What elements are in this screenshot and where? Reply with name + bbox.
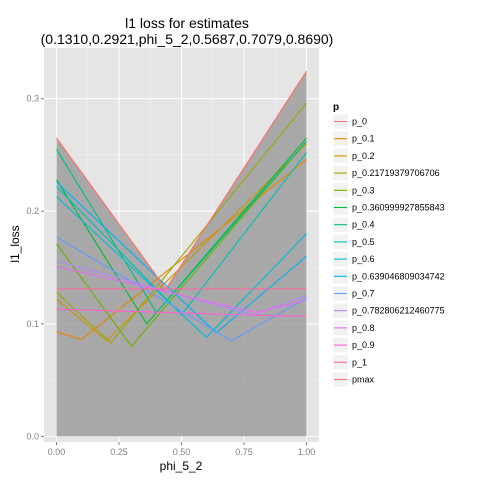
shaded-ribbon bbox=[56, 71, 307, 437]
x-axis-title: phi_5_2 bbox=[160, 459, 203, 473]
y-axis: 0.0 0.1 0.2 0.3 bbox=[26, 94, 44, 441]
y-tick-label: 0.1 bbox=[26, 319, 39, 329]
legend-label: p_0.3 bbox=[352, 185, 375, 195]
series-line-p-0-2 bbox=[56, 143, 307, 342]
series-line-p-0-7 bbox=[56, 236, 307, 342]
legend-label: p_0.782806212460775 bbox=[352, 306, 445, 316]
legend-label: p_0.7 bbox=[352, 289, 375, 299]
legend-label: p_0.9 bbox=[352, 340, 375, 350]
legend-label: pmax bbox=[352, 375, 375, 385]
chart-subtitle: (0.1310,0.2921,phi_5_2,0.5687,0.7079,0.8… bbox=[41, 31, 334, 47]
series-line-p-0-360999927855843 bbox=[56, 137, 307, 325]
legend-label: p_0.6 bbox=[352, 254, 375, 264]
x-tick-label: 0.50 bbox=[173, 447, 191, 457]
x-axis: 0.00 0.25 0.50 0.75 1.00 bbox=[48, 442, 316, 457]
x-tick-label: 0.25 bbox=[110, 447, 128, 457]
legend: p p_0 p_0.1 p_0.2 p_0.21719379706706 p_0.3 p_… bbox=[332, 102, 445, 388]
legend-label: p_0.5 bbox=[352, 237, 375, 247]
x-tick-label: 0.00 bbox=[48, 447, 66, 457]
series-line-p-0-639046809034742 bbox=[56, 181, 307, 334]
series-line-p-0-9 bbox=[56, 308, 307, 317]
legend-label: p_0.8 bbox=[352, 323, 375, 333]
series-line-p-0-5 bbox=[56, 152, 307, 316]
x-tick-label: 1.00 bbox=[298, 447, 316, 457]
chart-title: l1 loss for estimates bbox=[125, 15, 249, 31]
legend-label: p_1 bbox=[352, 357, 367, 367]
y-tick-label: 0.0 bbox=[26, 431, 39, 441]
legend-label: p_0.4 bbox=[352, 220, 375, 230]
y-axis-title: l1_loss bbox=[8, 225, 22, 262]
series-line-p-0-3 bbox=[56, 141, 307, 348]
legend-label: p_0.21719379706706 bbox=[352, 168, 440, 178]
series-line-p-0-8 bbox=[56, 265, 307, 314]
legend-label: p_0 bbox=[352, 117, 367, 127]
series-lines bbox=[56, 71, 307, 348]
x-tick-label: 0.75 bbox=[235, 447, 253, 457]
legend-label: p_0.1 bbox=[352, 134, 375, 144]
legend-label: p_0.639046809034742 bbox=[352, 271, 445, 281]
legend-title: p bbox=[333, 102, 339, 113]
legend-label: p_0.2 bbox=[352, 151, 375, 161]
y-tick-label: 0.3 bbox=[26, 94, 39, 104]
series-line-p-0-6 bbox=[56, 196, 307, 339]
y-tick-label: 0.2 bbox=[26, 206, 39, 216]
series-line-p-0-1 bbox=[56, 159, 307, 341]
shaded-region bbox=[56, 71, 307, 437]
series-line-pmax bbox=[56, 71, 307, 290]
legend-label: p_0.360999927855843 bbox=[352, 203, 445, 213]
